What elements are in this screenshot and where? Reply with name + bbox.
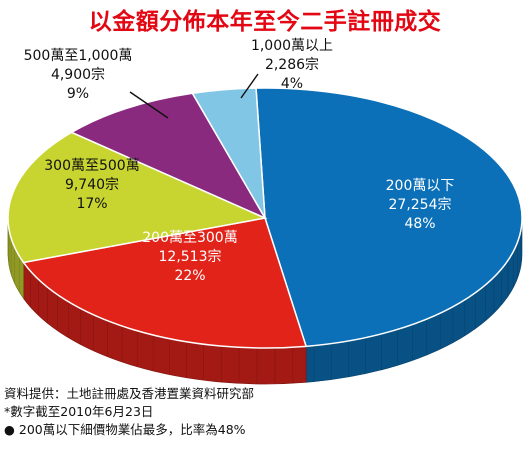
slice-1000-4 xyxy=(191,87,266,219)
chart-title: 以金額分佈本年至今二手註冊成交 xyxy=(88,9,442,35)
slice-count-label-200300-1: 12,513宗 xyxy=(159,249,222,265)
slice-5001000-3 xyxy=(69,92,267,220)
slice-percent-label-1000-4: 4% xyxy=(281,76,303,92)
pie-slices xyxy=(7,87,523,349)
summary-text: 200萬以下細價物業佔最多，比率為48% xyxy=(18,422,246,437)
slice-name-label-200-0: 200萬以下 xyxy=(386,178,455,194)
slice-percent-label-200300-1: 22% xyxy=(174,268,205,284)
slice-count-label-1000-4: 2,286宗 xyxy=(265,57,319,73)
slice-count-label-300500-2: 9,740宗 xyxy=(65,177,119,193)
slice-200300-1 xyxy=(22,217,308,349)
slice-name-label-1000-4: 1,000萬以上 xyxy=(251,38,333,54)
slice-name-label-200300-1: 200萬至300萬 xyxy=(142,230,237,246)
slice-name-label-5001000-3: 500萬至1,000萬 xyxy=(24,48,133,64)
leader-line-1000-4 xyxy=(240,73,259,99)
source-note: 資料提供：土地註冊處及香港置業資料研究部 xyxy=(4,386,255,401)
summary-note: ● 200萬以下細價物業佔最多，比率為48% xyxy=(4,419,246,438)
date-note: *數字截至2010年6月23日 xyxy=(4,404,154,419)
slice-count-label-200-0: 27,254宗 xyxy=(389,197,452,213)
slice-name-label-300500-2: 300萬至500萬 xyxy=(44,158,139,174)
leader-line-5001000-3 xyxy=(129,91,169,119)
bullet-icon: ● xyxy=(4,422,15,437)
slice-percent-label-5001000-3: 9% xyxy=(67,86,89,102)
slice-200-0 xyxy=(255,87,523,348)
slice-percent-label-200-0: 48% xyxy=(404,216,435,232)
slice-count-label-5001000-3: 4,900宗 xyxy=(51,67,105,83)
pie-sides xyxy=(7,217,523,385)
slice-300500-2 xyxy=(7,131,268,264)
slice-labels: 200萬以下 27,254宗 48% 200萬至300萬 12,513宗 22% 300萬至… xyxy=(24,38,455,284)
leader-lines xyxy=(129,73,259,119)
slice-percent-label-300500-2: 17% xyxy=(76,196,107,212)
